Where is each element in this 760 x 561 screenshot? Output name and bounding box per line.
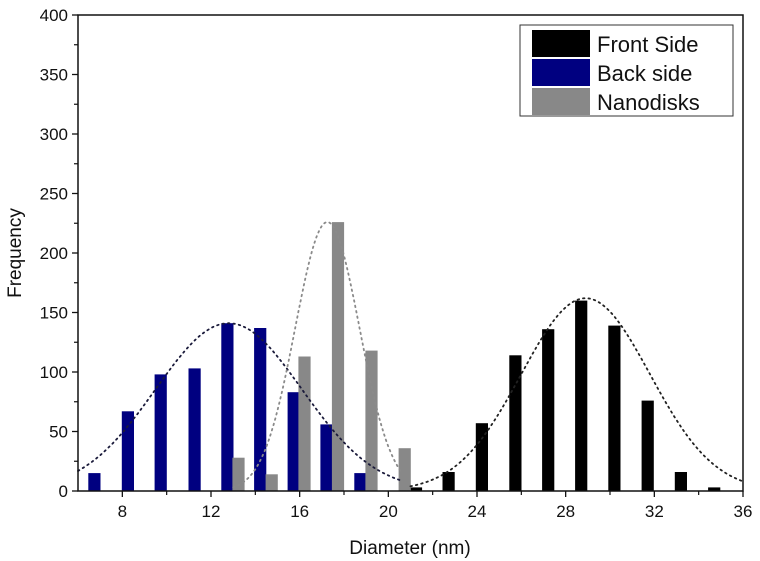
y-tick-label: 150: [40, 304, 68, 323]
y-axis-title: Frequency: [5, 208, 26, 298]
bar: [287, 392, 300, 491]
bar: [475, 423, 488, 491]
y-tick-label: 200: [40, 244, 68, 263]
y-tick-label: 300: [40, 125, 68, 144]
series-nanodisks: [232, 222, 411, 491]
x-axis-title: Diameter (nm): [349, 538, 470, 559]
bar: [398, 448, 411, 491]
bar: [154, 374, 167, 491]
bar: [232, 457, 245, 491]
bar: [298, 356, 311, 491]
series-front-side: [409, 300, 721, 491]
y-tick-label: 400: [40, 6, 68, 25]
x-tick-label: 8: [118, 502, 127, 521]
x-tick-label: 24: [468, 502, 487, 521]
legend-swatch-front-side: [532, 30, 590, 57]
bar: [542, 329, 555, 491]
x-axis: 8 12 16 20 24 28 32 36: [118, 491, 753, 521]
bar: [88, 473, 101, 491]
y-tick-label: 250: [40, 185, 68, 204]
bar: [674, 472, 687, 491]
y-tick-label: 350: [40, 66, 68, 85]
bar: [320, 424, 333, 491]
fit-curve-front-side: [409, 297, 744, 488]
legend: Front Side Back side Nanodisks: [519, 24, 734, 117]
y-tick-label: 50: [49, 423, 68, 442]
bar: [409, 487, 423, 491]
x-tick-label: 20: [379, 502, 398, 521]
y-tick-label: 100: [40, 363, 68, 382]
bar: [331, 222, 345, 491]
bar: [254, 328, 267, 491]
bar: [509, 355, 522, 491]
bar: [354, 473, 367, 491]
legend-label-back-side: Back side: [597, 61, 692, 86]
legend-label-nanodisks: Nanodisks: [597, 90, 700, 115]
bar: [221, 323, 234, 491]
x-tick-label: 36: [734, 502, 753, 521]
bar: [188, 368, 201, 491]
bar: [641, 400, 654, 491]
bar: [575, 300, 588, 491]
bar: [265, 474, 278, 491]
x-tick-label: 32: [645, 502, 664, 521]
bar: [708, 487, 721, 491]
fit-curves-layer: [77, 221, 744, 489]
bar: [442, 472, 455, 491]
bars-layer: [88, 222, 721, 491]
legend-swatch-nanodisks: [532, 88, 590, 115]
x-tick-label: 12: [202, 502, 221, 521]
bar: [365, 350, 378, 491]
x-tick-label: 16: [290, 502, 309, 521]
series-back-side: [88, 323, 367, 491]
bar: [121, 411, 134, 491]
y-axis: 0 50 100 150 200 250 300 350 400: [40, 6, 78, 501]
y-tick-label: 0: [59, 482, 68, 501]
bar: [608, 325, 621, 491]
fit-curve-back-side: [77, 322, 401, 481]
x-tick-label: 28: [556, 502, 575, 521]
legend-label-front-side: Front Side: [597, 32, 699, 57]
legend-swatch-back-side: [532, 59, 590, 86]
